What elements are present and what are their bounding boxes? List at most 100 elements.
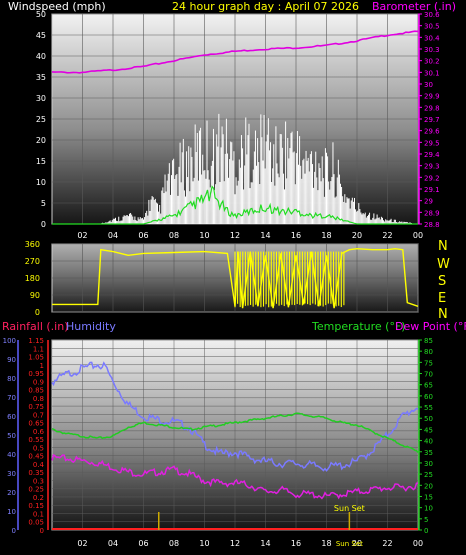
temp-y-tick-label: 70 (424, 371, 433, 379)
wind-axes: 0 5 10 15 20 25 30 35 40 45 50 28.8 28.9 29 29.1 29.2 29… (36, 10, 440, 240)
dewpoint-line (51, 453, 419, 500)
temperature-label: Temperature (°F) (311, 320, 406, 333)
wind-y-tick-label: 5 (41, 199, 46, 208)
wind-y-tick-label: 0 (41, 220, 46, 229)
temp-y-tick-label: 0 (424, 527, 428, 535)
temp-series (51, 361, 419, 530)
compass-n-bottom: N (438, 307, 448, 322)
baro-y-tick-label: 29.4 (424, 151, 440, 159)
direction-y-tick-label: 360 (25, 240, 40, 249)
barometer-series (51, 30, 419, 74)
temp-y-tick-label: 20 (424, 482, 433, 490)
baro-y-tick-label: 30.5 (424, 23, 440, 31)
rain-y-tick-label: 0.1 (33, 510, 44, 518)
temp-x-tick-label: 08 (169, 539, 179, 548)
wind-x-tick-label: 18 (321, 231, 331, 240)
wind-y-tick-label: 10 (36, 178, 46, 187)
temp-y-tick-label: 40 (424, 438, 433, 446)
wind-y-tick-label: 20 (36, 136, 46, 145)
barometer-label: Barometer (.in) (372, 0, 456, 13)
wind-x-tick-label: 06 (138, 231, 148, 240)
temp-x-tick-label: 06 (138, 539, 148, 548)
baro-y-tick-label: 30 (424, 81, 433, 89)
rain-y-tick-label: 0.05 (28, 519, 44, 527)
rain-y-tick-label: 0.3 (33, 477, 44, 485)
rain-y-tick-label: 1.15 (28, 337, 44, 345)
wind-y-tick-label: 40 (36, 52, 46, 61)
temp-axes: 00.050.10.150.20.250.30.350.40.450.50.55… (3, 337, 433, 548)
dewpoint-label: Dew Point (°F) (395, 320, 466, 333)
baro-y-tick-label: 29.3 (424, 163, 440, 171)
direction-series (52, 247, 419, 309)
rain-y-tick-label: 0.15 (28, 502, 44, 510)
temp-y-tick-label: 65 (424, 382, 433, 390)
wind-average-line (52, 185, 418, 225)
temp-y-tick-label: 50 (424, 415, 433, 423)
rain-y-tick-label: 0.65 (28, 420, 44, 428)
baro-y-tick-label: 29.7 (424, 116, 440, 124)
temp-y-tick-label: 10 (424, 505, 433, 513)
direction-y-tick-label: 0 (35, 308, 40, 317)
humidity-line (51, 361, 419, 472)
compass-n-top: N (438, 239, 448, 254)
rain-y-tick-label: 0 (40, 527, 44, 535)
humidity-y-tick-label: 70 (7, 394, 16, 402)
temp-x-tick-label: 14 (260, 539, 270, 548)
temp-y-tick-label: 35 (424, 449, 433, 457)
humidity-y-tick-label: 50 (7, 432, 16, 440)
humidity-y-tick-label: 10 (7, 508, 16, 516)
wind-x-tick-label: 14 (260, 231, 270, 240)
rain-y-tick-label: 0.6 (33, 428, 45, 436)
temp-x-tick-label: 16 (291, 539, 301, 548)
wind-x-tick-label: 22 (382, 231, 392, 240)
temp-y-tick-label: 85 (424, 337, 433, 345)
baro-y-tick-label: 29.1 (424, 186, 440, 194)
temp-y-tick-label: 15 (424, 493, 433, 501)
windspeed-label: Windspeed (mph) (8, 0, 106, 13)
baro-y-tick-label: 29 (424, 198, 433, 206)
humidity-y-tick-label: 0 (12, 527, 16, 535)
temp-y-tick-label: 25 (424, 471, 433, 479)
baro-y-tick-label: 29.6 (424, 128, 440, 136)
rain-y-tick-label: 0.25 (28, 486, 44, 494)
temp-y-tick-label: 60 (424, 393, 433, 401)
wind-y-tick-label: 30 (36, 94, 46, 103)
direction-axes: 0 90 180 270 360 (25, 240, 40, 317)
baro-y-tick-label: 29.8 (424, 104, 440, 112)
wind-y-tick-label: 15 (36, 157, 46, 166)
wind-x-tick-label: 08 (169, 231, 179, 240)
humidity-y-tick-label: 60 (7, 413, 16, 421)
rain-y-tick-label: 0.2 (33, 494, 44, 502)
compass-e: E (438, 291, 446, 306)
rain-y-tick-label: 0.5 (33, 444, 44, 452)
sunset-label: Sun Set (334, 504, 365, 513)
rain-y-tick-label: 0.4 (33, 461, 45, 469)
temp-x-tick-label: 18 (321, 539, 331, 548)
rain-y-tick-label: 0.95 (28, 370, 44, 378)
baro-y-tick-label: 29.9 (424, 93, 440, 101)
compass-w: W (437, 257, 450, 272)
wind-y-tick-label: 35 (36, 73, 46, 82)
wind-x-tick-label: 20 (352, 231, 362, 240)
temperature-line (51, 412, 419, 453)
humidity-y-tick-label: 100 (3, 337, 16, 345)
rain-y-tick-label: 0.85 (28, 387, 44, 395)
temp-x-tick-label: 12 (230, 539, 240, 548)
wind-x-tick-label: 00 (413, 231, 423, 240)
wind-y-tick-label: 25 (36, 115, 46, 124)
rain-y-tick-label: 0.45 (28, 453, 44, 461)
humidity-y-tick-label: 20 (7, 489, 16, 497)
rain-y-tick-label: 1.1 (33, 345, 44, 353)
humidity-y-tick-label: 90 (7, 356, 16, 364)
temp-y-tick-label: 45 (424, 426, 433, 434)
baro-y-tick-label: 30.1 (424, 69, 440, 77)
wind-y-tick-label: 50 (36, 10, 46, 19)
compass-s: S (438, 274, 446, 289)
wind-x-tick-label: 16 (291, 231, 301, 240)
rainfall-label: Rainfall (.in) (2, 320, 69, 333)
wind-x-tick-label: 10 (199, 231, 209, 240)
wind-y-tick-label: 45 (36, 31, 46, 40)
baro-y-tick-label: 30.3 (424, 46, 440, 54)
direction-y-tick-label: 180 (25, 274, 40, 283)
baro-y-tick-label: 30.6 (424, 11, 440, 19)
